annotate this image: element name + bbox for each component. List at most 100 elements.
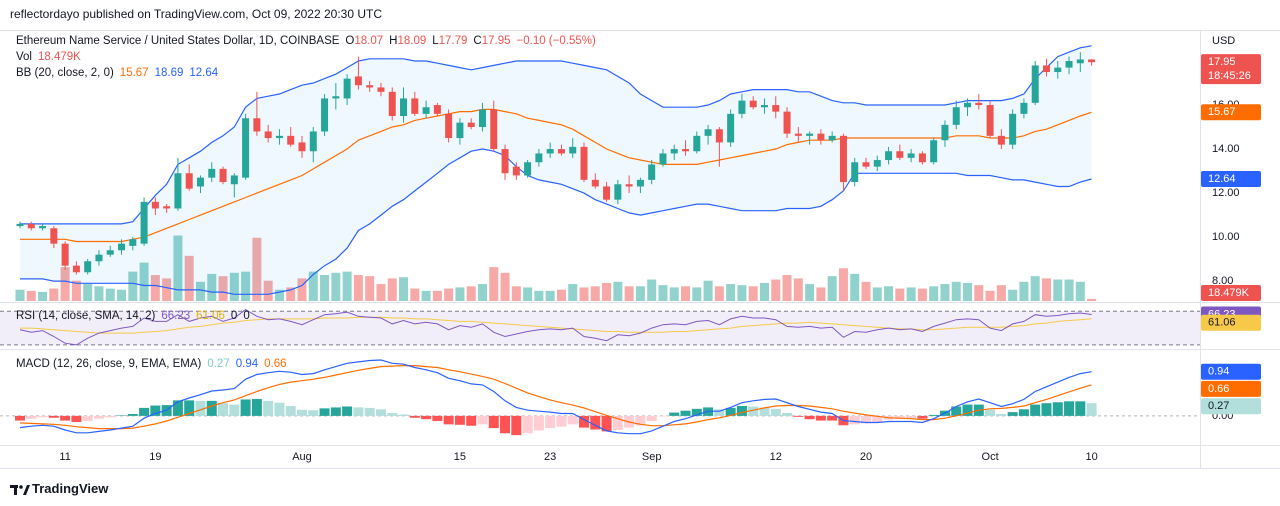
candle-body	[298, 142, 306, 152]
candle-body	[794, 133, 802, 136]
candle-body	[636, 179, 644, 187]
candle-body	[118, 243, 126, 251]
change-value: −0.10 (−0.55%)	[516, 35, 596, 47]
macd-hist-bar	[601, 415, 612, 432]
macd-hist-bar	[1007, 412, 1018, 416]
candle-body	[501, 149, 509, 174]
frame	[0, 30, 1280, 469]
volume-bar	[444, 288, 454, 301]
macd-hist-bar	[274, 402, 285, 416]
hist-tag-bg	[1201, 398, 1261, 415]
macd-hist-bar	[432, 415, 443, 422]
volume-bar	[669, 287, 679, 301]
macd-hist-bar	[1030, 404, 1041, 416]
volume-bar	[940, 284, 950, 301]
volume-bar	[173, 235, 183, 301]
volume-bar	[399, 277, 409, 301]
volume-layer	[15, 235, 1097, 301]
volume-bar	[838, 268, 848, 301]
rsi-title: RSI (14, close, SMA, 14, 2)	[16, 310, 156, 322]
candle-body	[659, 153, 667, 165]
candle-body	[851, 162, 859, 183]
rsi-ma-value: 61.06	[196, 310, 225, 322]
macd-hist-bar	[849, 415, 860, 425]
x-tick-label: Sep	[642, 451, 662, 463]
candle-body	[670, 149, 678, 154]
rsi-legend: RSI (14, close, SMA, 14, 2) 66.23 61.06 0 0	[16, 310, 250, 322]
signal-line	[19, 365, 1092, 430]
candle-body	[839, 135, 847, 183]
volume-bar	[94, 286, 104, 301]
volume-bar	[410, 288, 420, 301]
candle-body	[39, 226, 47, 229]
volume-bar	[895, 288, 905, 301]
macd-hist-bar	[37, 415, 48, 418]
macd-hist-bar	[172, 400, 183, 416]
candle-body	[61, 243, 69, 266]
volume-bar	[647, 279, 657, 301]
candle-body	[84, 261, 92, 273]
macd-hist-bar	[951, 406, 962, 416]
bb-basis-tag: 15.67	[1208, 106, 1236, 118]
volume-bar	[71, 280, 81, 301]
countdown: 18:45:26	[1208, 70, 1251, 82]
volume-bar	[83, 284, 93, 301]
candle-body	[377, 87, 385, 92]
candle-body	[151, 201, 159, 209]
volume-bar	[985, 290, 995, 301]
candle-body	[704, 129, 712, 136]
volume-bar	[534, 290, 544, 301]
volume-bar	[466, 286, 476, 301]
x-tick-label: 15	[454, 451, 466, 463]
volume-bar	[139, 262, 149, 301]
rsi-value: 66.23	[161, 310, 191, 322]
volume-bar	[635, 286, 645, 301]
candle-body	[332, 96, 340, 99]
volume-bar	[545, 290, 555, 301]
candle-body	[185, 173, 193, 189]
volume-bar	[297, 278, 307, 301]
x-tick-label: 19	[149, 451, 161, 463]
volume-bar	[602, 282, 612, 301]
candle-body	[806, 133, 814, 136]
macd-hist-bar	[308, 410, 319, 416]
macd-title: MACD (12, 26, close, 9, EMA, EMA)	[16, 358, 202, 370]
tradingview-logo	[10, 485, 30, 495]
volume-bar	[1053, 279, 1063, 301]
macd-hist-bar	[522, 415, 533, 434]
macd-hist-bar	[1064, 401, 1075, 416]
x-tick-label: 12	[770, 451, 782, 463]
candle-body	[693, 135, 701, 152]
macd-hist-bar	[466, 415, 477, 426]
volume-bar	[489, 267, 499, 301]
volume-bar	[759, 282, 769, 301]
volume-bar	[274, 289, 284, 301]
volume-bar	[105, 288, 115, 301]
macd-hist-bar	[206, 400, 217, 416]
candle-body	[941, 124, 949, 141]
macd-hist-bar	[579, 415, 589, 428]
candle-body	[986, 105, 994, 136]
bb-legend: BB (20, close, 2, 0) 15.67 18.69 12.64	[16, 67, 218, 79]
macd-hist-bar	[240, 399, 251, 416]
candle-body	[896, 151, 904, 158]
macd-hist-bar	[556, 415, 567, 427]
candle-body	[975, 102, 983, 106]
bb-basis-line	[20, 108, 1092, 243]
candle-body	[106, 250, 114, 255]
candle-body	[422, 107, 430, 114]
macd-legend: MACD (12, 26, close, 9, EMA, EMA) 0.27 0.9…	[16, 358, 287, 370]
macd-hist-bar	[567, 415, 578, 425]
candle-body	[467, 122, 475, 128]
candle-body	[569, 146, 577, 154]
macd-hist-bar	[477, 415, 488, 425]
macd-hist-bar	[105, 415, 116, 418]
last-price: 17.95	[1208, 56, 1236, 68]
volume-bar	[872, 287, 882, 301]
candle-body	[907, 153, 915, 158]
volume-bar	[320, 275, 330, 301]
candle-body	[388, 91, 396, 117]
candle-body	[772, 105, 780, 112]
candle-body	[918, 153, 926, 163]
candle-body	[163, 206, 171, 209]
